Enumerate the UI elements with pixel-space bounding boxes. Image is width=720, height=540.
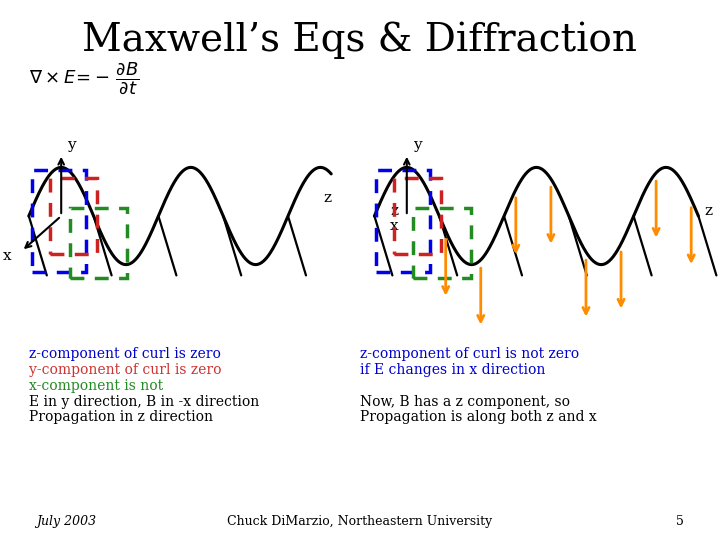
Bar (70, 208, 127, 278)
Text: x: x (3, 249, 12, 264)
Text: Now, B has a z component, so: Now, B has a z component, so (360, 395, 570, 409)
Text: Maxwell’s Eqs & Diffraction: Maxwell’s Eqs & Diffraction (83, 22, 637, 59)
Bar (376, 170, 430, 272)
Text: z-component of curl is not zero: z-component of curl is not zero (360, 347, 579, 361)
Text: x: x (390, 219, 398, 233)
Text: z: z (323, 191, 332, 205)
Text: Propagation is along both z and x: Propagation is along both z and x (360, 410, 597, 424)
Text: x-component is not: x-component is not (29, 379, 163, 393)
Text: z: z (704, 204, 712, 218)
Text: if E changes in x direction: if E changes in x direction (360, 363, 545, 377)
Text: z-component of curl is zero: z-component of curl is zero (29, 347, 220, 361)
Text: E in y direction, B in -x direction: E in y direction, B in -x direction (29, 395, 259, 409)
Text: y: y (413, 138, 421, 152)
Bar (50, 178, 97, 254)
Bar (32, 170, 86, 272)
Text: $\nabla \times E\!=\!-\,\dfrac{\partial B}{\partial t}$: $\nabla \times E\!=\!-\,\dfrac{\partial … (29, 60, 139, 96)
Bar (413, 208, 471, 278)
Text: y: y (67, 138, 76, 152)
Text: Propagation in z direction: Propagation in z direction (29, 410, 213, 424)
Text: 5: 5 (676, 515, 684, 528)
Text: July 2003: July 2003 (36, 515, 96, 528)
Text: y-component of curl is zero: y-component of curl is zero (29, 363, 221, 377)
Bar (394, 178, 441, 254)
Text: Chuck DiMarzio, Northeastern University: Chuck DiMarzio, Northeastern University (228, 515, 492, 528)
Text: z: z (390, 204, 398, 218)
